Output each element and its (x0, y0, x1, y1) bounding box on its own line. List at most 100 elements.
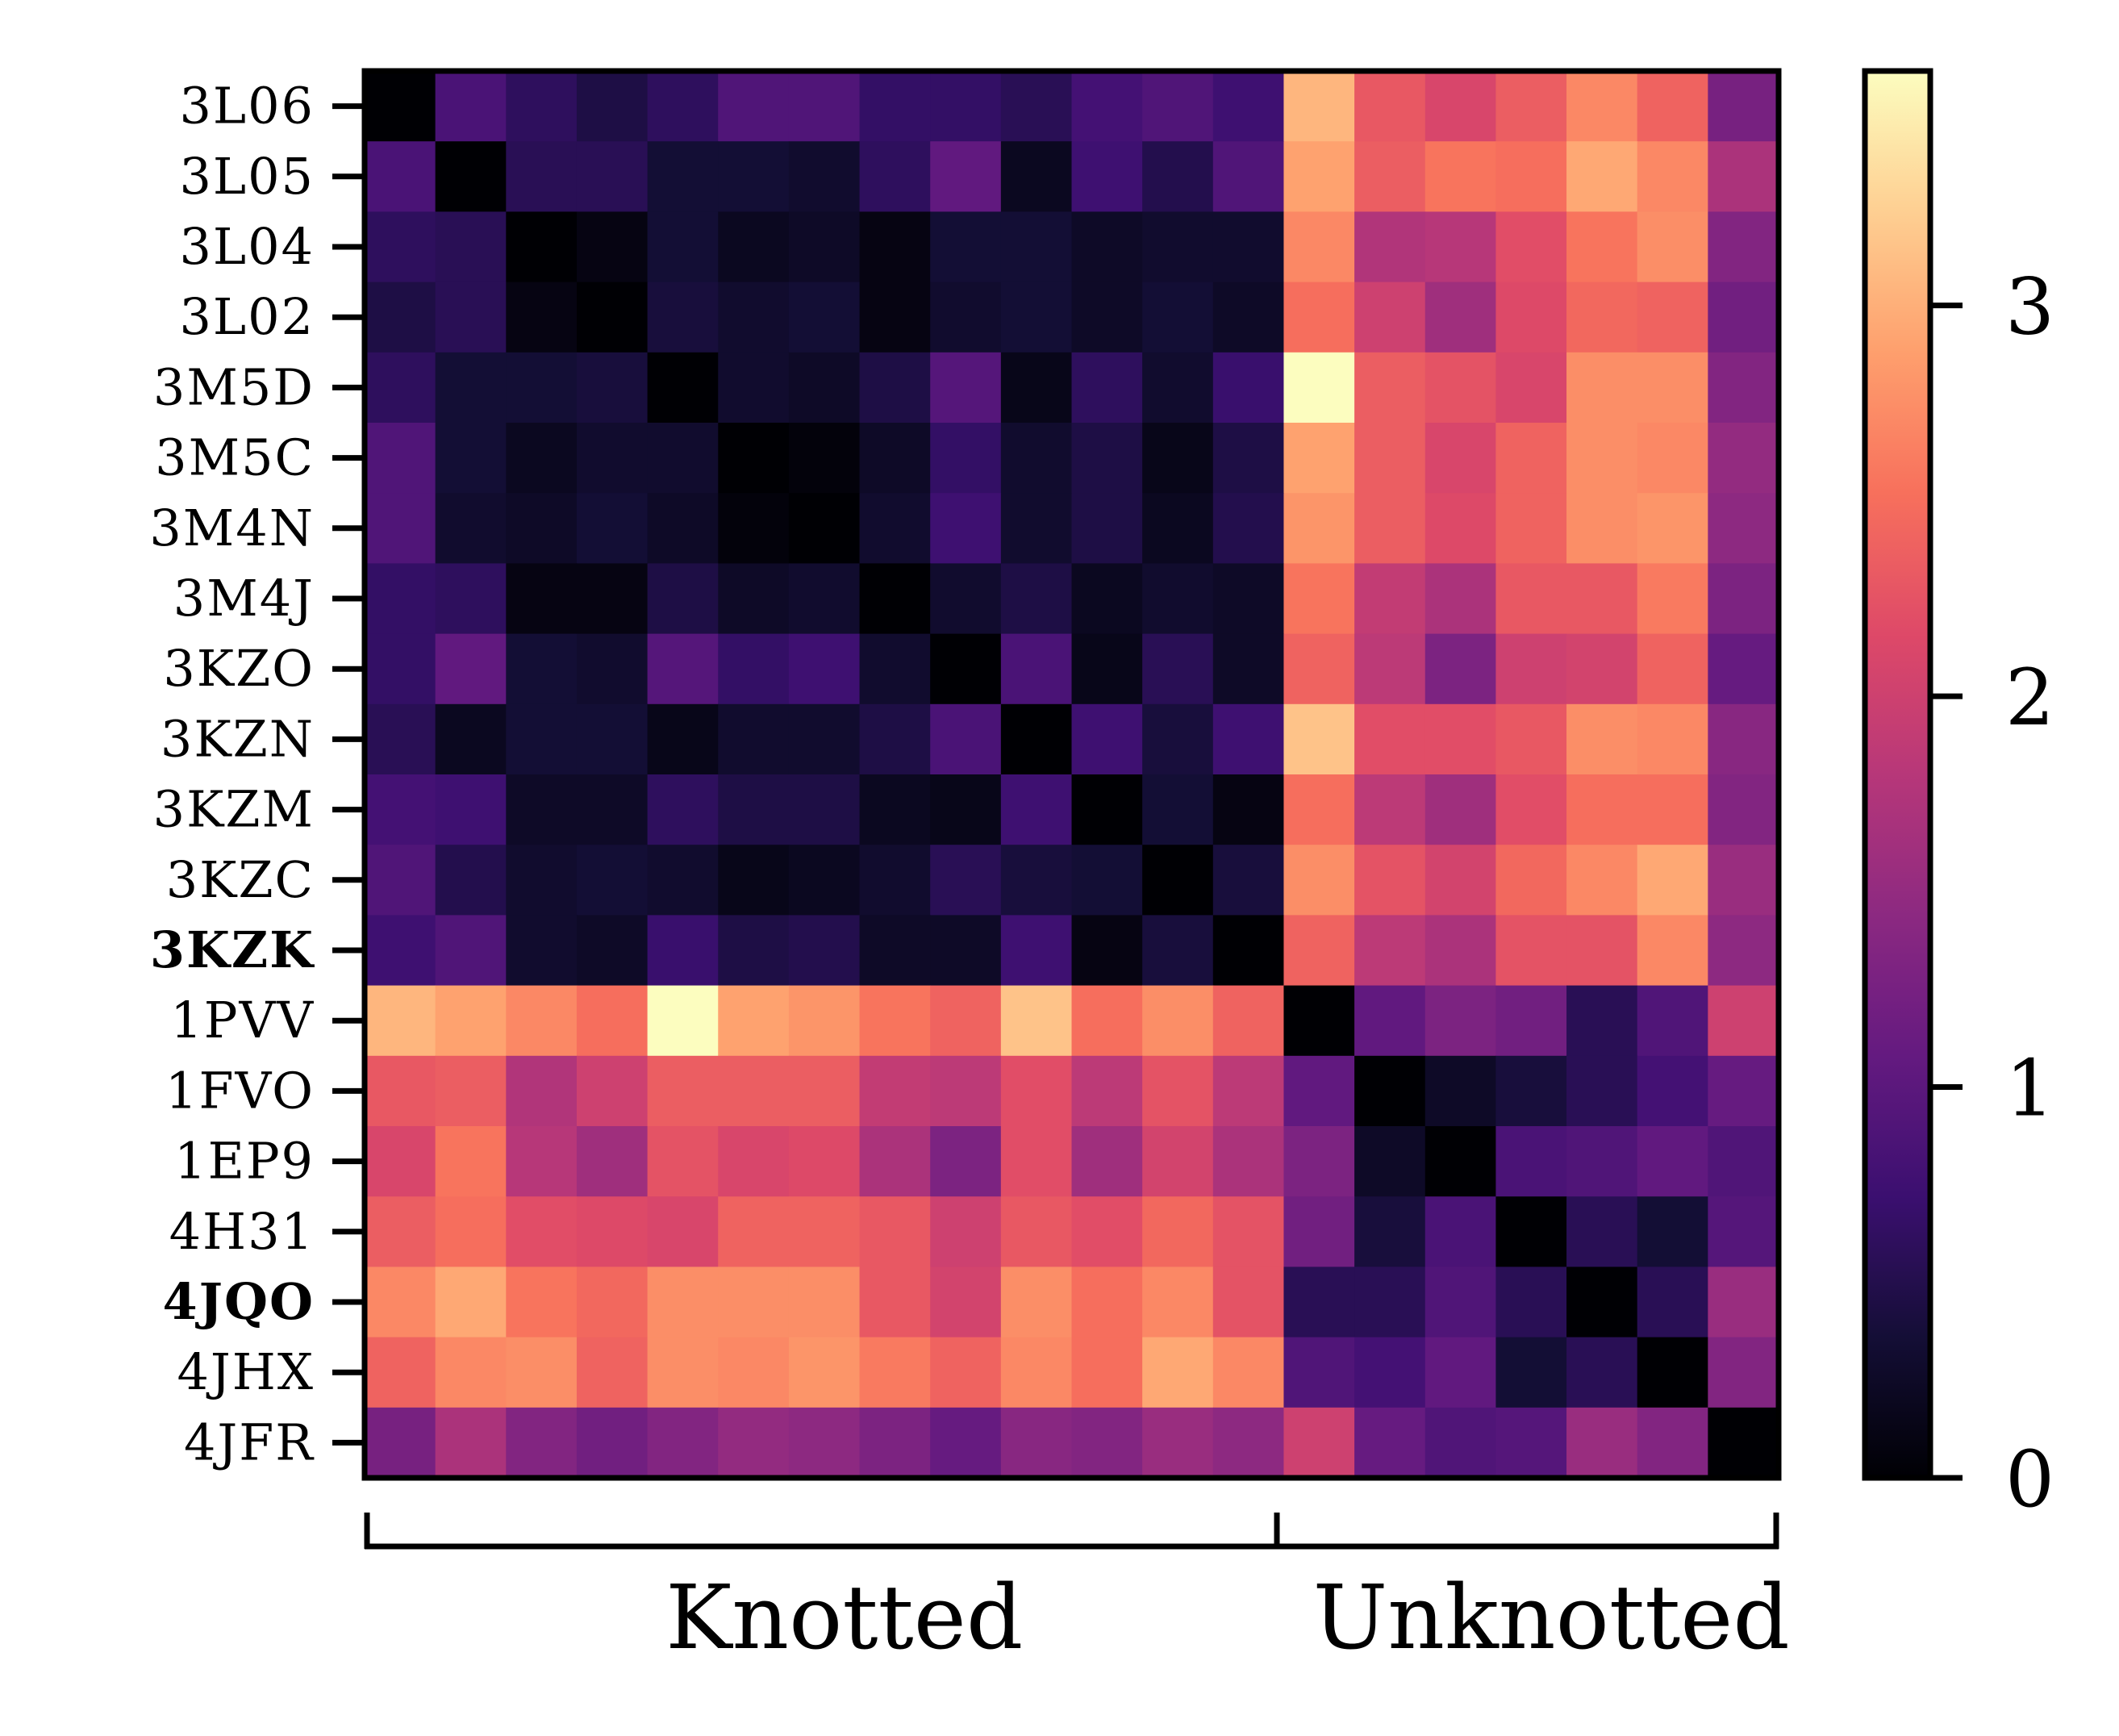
heatmap-cell (1212, 774, 1285, 845)
heatmap-cell (1495, 985, 1567, 1057)
heatmap-cell (506, 71, 578, 142)
heatmap-cell (1566, 1196, 1638, 1267)
heatmap-cell (1071, 845, 1143, 916)
heatmap-cell (1142, 493, 1214, 564)
heatmap-cell (1142, 915, 1214, 987)
heatmap-cell (788, 282, 861, 353)
heatmap-cell (1708, 282, 1779, 353)
heatmap-cell (1142, 211, 1214, 283)
heatmap-cell (435, 1267, 507, 1338)
heatmap-cell (1000, 493, 1073, 564)
heatmap-cell (718, 845, 790, 916)
heatmap-cell (1212, 352, 1285, 424)
colorbar-gradient (1862, 68, 1933, 1481)
heatmap-cell (1424, 282, 1496, 353)
heatmap-cell (435, 493, 507, 564)
heatmap-cell (365, 282, 436, 353)
heatmap-cell (930, 211, 1002, 283)
heatmap-cell (1212, 71, 1285, 142)
heatmap-cell (1212, 915, 1285, 987)
heatmap-cell (1566, 71, 1638, 142)
heatmap-cell (647, 1337, 719, 1408)
heatmap-cell (1495, 423, 1567, 494)
heatmap-cell (1142, 423, 1214, 494)
heatmap-cell (506, 1196, 578, 1267)
heatmap-cell (859, 71, 931, 142)
heatmap-cell (1495, 1407, 1567, 1479)
heatmap-cell (1708, 633, 1779, 705)
heatmap-cell (1000, 563, 1073, 635)
y-tick-label: 4JHX (177, 1342, 315, 1401)
heatmap-cell (365, 493, 436, 564)
heatmap-cell (1708, 563, 1779, 635)
heatmap-cell (1142, 1407, 1214, 1479)
heatmap-cell (576, 563, 649, 635)
heatmap-cell (1566, 1126, 1638, 1197)
heatmap-cell (506, 1337, 578, 1408)
heatmap-cell (1283, 71, 1355, 142)
heatmap-cell (788, 703, 861, 775)
heatmap-cell (1071, 563, 1143, 635)
heatmap-cell (1000, 985, 1073, 1057)
y-tick-label: 1FVO (165, 1061, 315, 1120)
heatmap-cell (365, 774, 436, 845)
y-tick-label: 4H31 (169, 1202, 315, 1261)
y-tick-label: 3KZO (163, 639, 315, 698)
heatmap-cell (506, 633, 578, 705)
heatmap-cell (1637, 845, 1708, 916)
heatmap-cell (718, 423, 790, 494)
heatmap-cell (930, 633, 1002, 705)
y-tick-label: 3M4J (173, 569, 315, 628)
heatmap-cell (1708, 1267, 1779, 1338)
heatmap-cell (1354, 915, 1426, 987)
heatmap-cell (506, 774, 578, 845)
heatmap-cell (930, 1126, 1002, 1197)
heatmap-cell (1142, 282, 1214, 353)
heatmap-cell (859, 352, 931, 424)
heatmap-cell (1212, 845, 1285, 916)
heatmap-cell (647, 423, 719, 494)
heatmap-cell (859, 141, 931, 212)
heatmap-cell (1283, 563, 1355, 635)
heatmap-cell (647, 211, 719, 283)
heatmap-cell (718, 493, 790, 564)
heatmap-cell (1424, 703, 1496, 775)
heatmap-cell (1354, 563, 1426, 635)
heatmap-cell (1071, 1196, 1143, 1267)
heatmap-cell (1000, 703, 1073, 775)
heatmap-cell (1000, 1337, 1073, 1408)
heatmap-cell (1212, 1126, 1285, 1197)
heatmap-cell (1142, 774, 1214, 845)
heatmap-cell (788, 423, 861, 494)
heatmap-cell (365, 1055, 436, 1127)
heatmap-cell (1495, 493, 1567, 564)
heatmap-cell (365, 845, 436, 916)
heatmap-cell (1283, 1337, 1355, 1408)
heatmap-cell (1637, 985, 1708, 1057)
heatmap-cell (365, 703, 436, 775)
heatmap-cell (718, 1267, 790, 1338)
heatmap-cell (1566, 493, 1638, 564)
heatmap-cell (1566, 282, 1638, 353)
colorbar-tick-label: 2 (2005, 653, 2054, 743)
heatmap-cell (1424, 423, 1496, 494)
y-tick-label: 3KZC (166, 850, 315, 909)
colorbar-tick-label: 0 (2005, 1434, 2054, 1525)
heatmap-cell (859, 1055, 931, 1127)
heatmap-cell (718, 915, 790, 987)
heatmap-cell (788, 1196, 861, 1267)
heatmap-cell (365, 1126, 436, 1197)
heatmap-cell (365, 211, 436, 283)
heatmap-cell (1424, 493, 1496, 564)
heatmap-cell (1424, 211, 1496, 283)
heatmap-cell (788, 71, 861, 142)
heatmap-cell (435, 1196, 507, 1267)
heatmap-cell (1424, 1126, 1496, 1197)
heatmap-cell (1142, 845, 1214, 916)
heatmap-cell (1000, 774, 1073, 845)
heatmap-cell (647, 352, 719, 424)
heatmap-cell (1637, 1267, 1708, 1338)
heatmap-cell (1424, 1196, 1496, 1267)
heatmap-cell (506, 493, 578, 564)
